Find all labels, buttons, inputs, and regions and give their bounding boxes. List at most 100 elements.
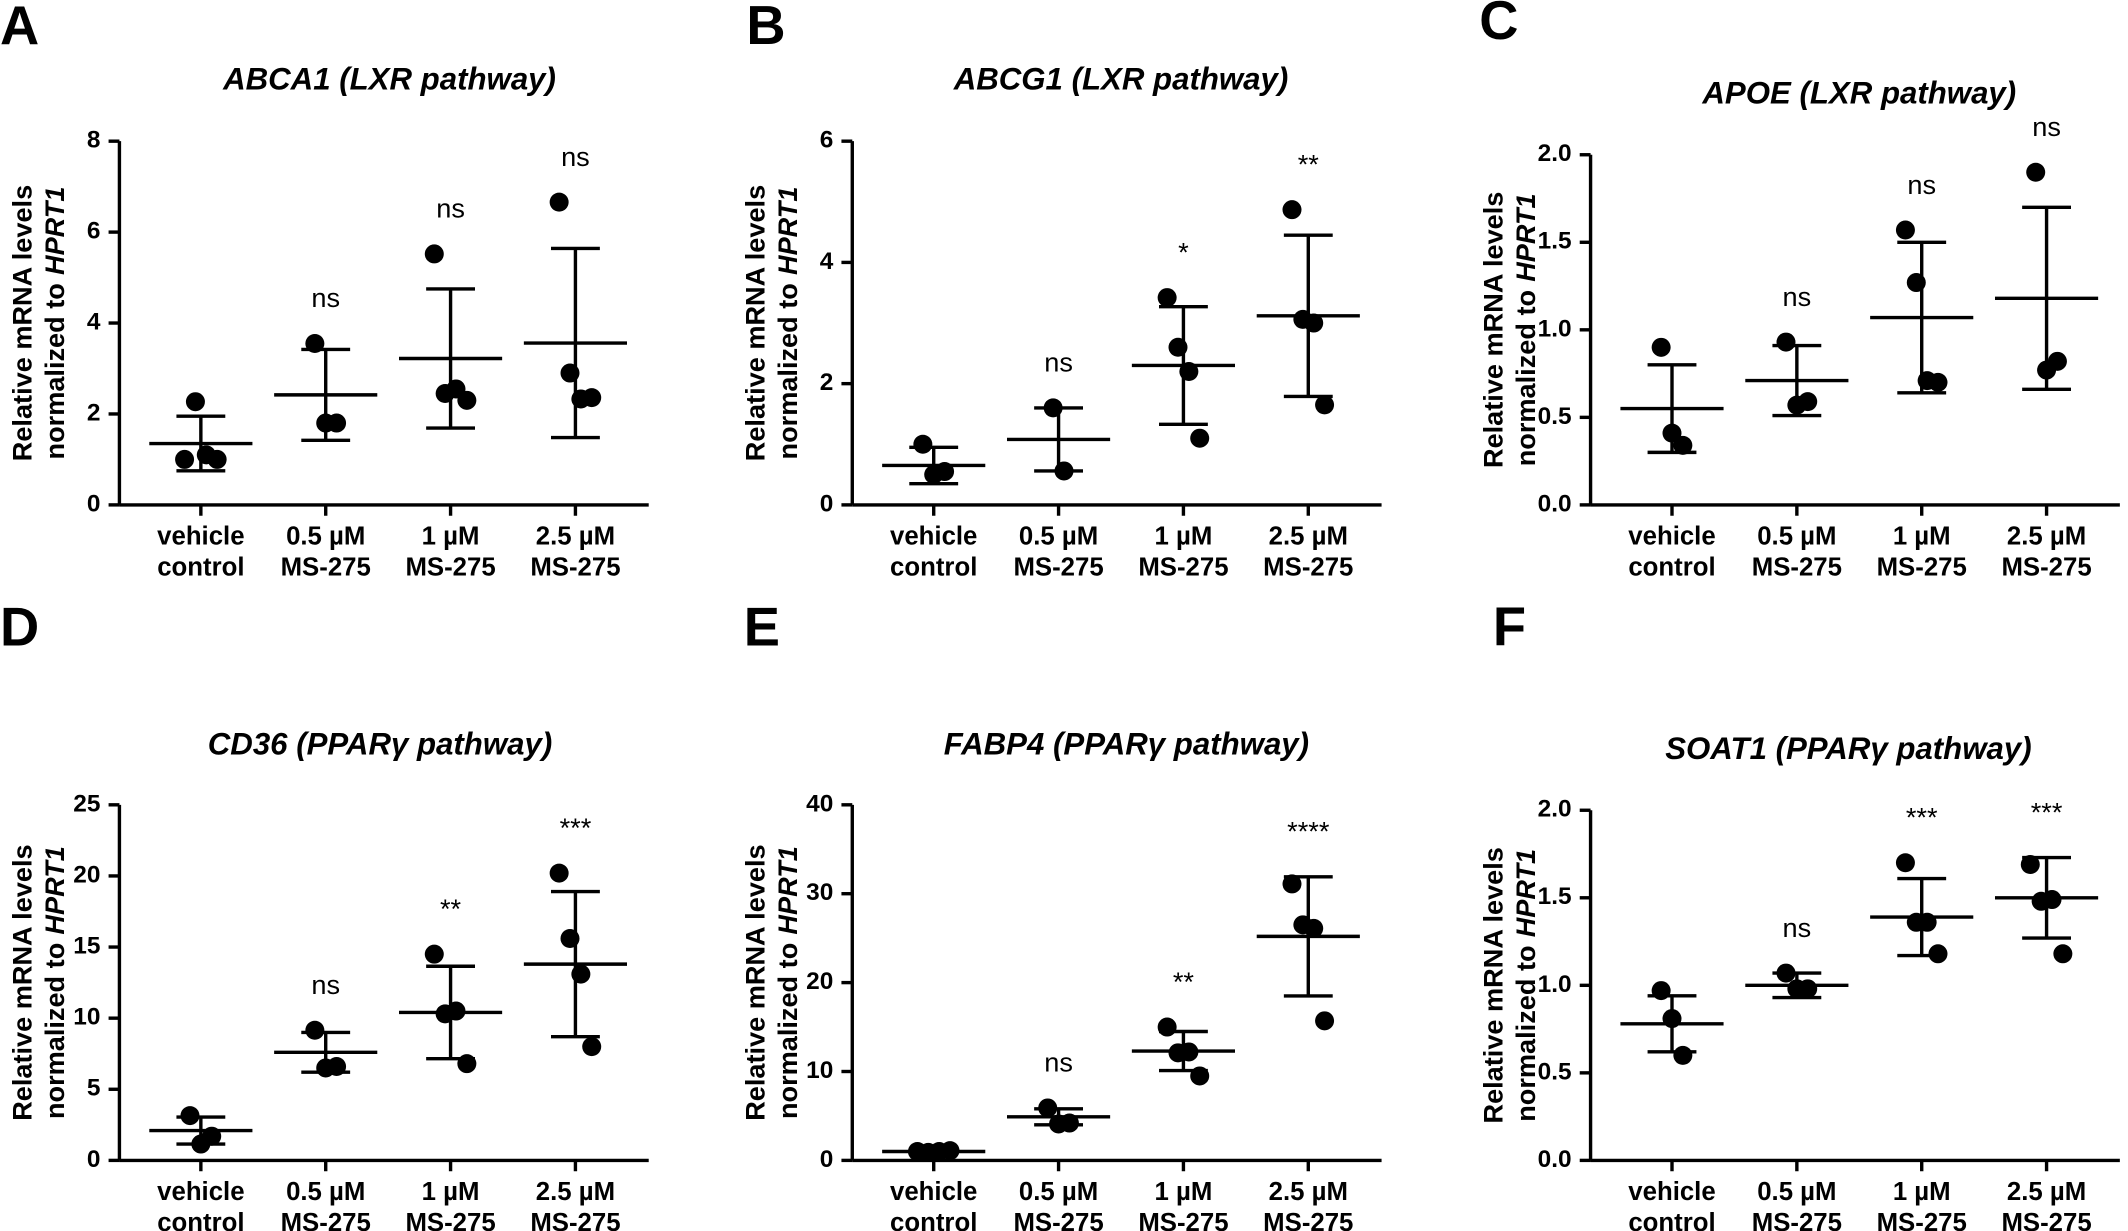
significance-label: ns: [1907, 169, 1936, 200]
panel-letter: D: [0, 596, 39, 657]
data-point: [2026, 162, 2046, 182]
x-tick-label: 2.5 µM: [2007, 1178, 2086, 1206]
error-bar: [301, 347, 351, 443]
chart-title: APOE (LXR pathway): [1701, 75, 2016, 110]
error-bar: [1159, 304, 1208, 426]
data-point: [549, 863, 569, 883]
x-tick-label: MS-275: [1263, 1209, 1353, 1231]
x-tick-label: MS-275: [2001, 1209, 2091, 1231]
y-tick-label: 0.0: [1538, 1146, 1572, 1173]
data-point: [1157, 288, 1177, 308]
x-tick-label: 1 µM: [422, 522, 480, 550]
y-tick-label: 6: [820, 127, 834, 154]
y-tick-label: 0.5: [1538, 403, 1572, 430]
significance-label: **: [1173, 966, 1195, 997]
error-bar: [551, 889, 600, 1039]
x-tick-label: MS-275: [1138, 553, 1228, 581]
data-point: [1798, 392, 1818, 412]
chart-title: CD36 (PPARγ pathway): [208, 727, 552, 762]
significance-label: ns: [436, 193, 465, 224]
error-bar: [1772, 971, 1822, 1000]
x-tick-label: MS-275: [281, 553, 371, 581]
x-tick-label: 0.5 µM: [286, 1178, 365, 1206]
error-bar: [1034, 1107, 1083, 1127]
data-point: [1651, 337, 1671, 357]
data-point: [1673, 435, 1693, 455]
x-tick-label: 2.5 µM: [536, 522, 615, 550]
x-tick-label: vehicle: [1628, 1178, 1715, 1206]
error-bar: [1283, 233, 1333, 399]
x-tick-label: vehicle: [890, 1178, 977, 1206]
y-label-line: normalized to HPRT1: [39, 187, 70, 460]
x-tick-label: MS-275: [1877, 1209, 1967, 1231]
significance-label: ns: [1783, 912, 1812, 943]
y-tick-label: 0: [820, 490, 834, 517]
significance-label: ***: [2031, 796, 2063, 827]
y-tick-label: 1.0: [1538, 971, 1572, 998]
x-tick-label: MS-275: [1263, 553, 1353, 581]
data-point: [1157, 1017, 1177, 1037]
y-tick-label: 2.0: [1538, 140, 1572, 167]
data-point: [582, 1037, 602, 1057]
x-tick-label: MS-275: [2001, 553, 2091, 581]
x-tick-label: MS-275: [530, 1209, 620, 1231]
significance-label: **: [1298, 148, 1320, 179]
significance-label: ns: [1044, 1047, 1073, 1078]
error-bar: [301, 1030, 351, 1074]
x-tick-label: control: [157, 1209, 244, 1231]
data-point: [207, 449, 227, 469]
y-tick-label: 5: [87, 1075, 101, 1102]
y-tick-label: 0.0: [1538, 490, 1572, 517]
data-point: [1776, 332, 1796, 352]
y-axis-label: Relative mRNA levelsnormalized to HPRT1: [739, 185, 803, 461]
error-bar: [2022, 855, 2071, 940]
error-bar: [909, 445, 959, 486]
data-point: [1928, 372, 1948, 392]
panel-letter: C: [1479, 0, 1518, 51]
data-point: [327, 413, 347, 433]
y-tick-label: 4: [820, 248, 834, 275]
y-label-line: Relative mRNA levels: [7, 844, 38, 1120]
y-label-gene: HPRT1: [772, 187, 803, 275]
y-tick-label: 25: [73, 790, 100, 817]
y-label-line: normalized to HPRT1: [39, 846, 70, 1119]
y-label-line: Relative mRNA levels: [739, 185, 770, 461]
x-tick-label: MS-275: [405, 1209, 495, 1231]
x-tick-label: vehicle: [1628, 522, 1715, 550]
data-point: [2053, 944, 2073, 964]
significance-label: ns: [2032, 111, 2061, 142]
data-point: [1895, 853, 1915, 873]
chart-title: ABCG1 (LXR pathway): [953, 62, 1289, 97]
error-bar: [551, 246, 600, 440]
y-label-line: Relative mRNA levels: [1478, 192, 1509, 468]
error-bar: [176, 1115, 226, 1146]
x-tick-label: control: [1628, 1209, 1715, 1231]
x-tick-label: control: [890, 553, 977, 581]
y-tick-label: 1.0: [1538, 315, 1572, 342]
x-tick-label: MS-275: [405, 553, 495, 581]
y-tick-label: 2: [87, 399, 101, 426]
y-label-line: normalized to HPRT1: [1510, 849, 1541, 1122]
x-tick-label: 0.5 µM: [286, 522, 365, 550]
x-tick-label: 1 µM: [1893, 522, 1951, 550]
data-point: [424, 244, 444, 264]
x-tick-label: MS-275: [1013, 553, 1103, 581]
x-tick-label: MS-275: [1877, 553, 1967, 581]
y-tick-label: 20: [806, 968, 833, 995]
error-bar: [1283, 875, 1333, 998]
y-label-line: Relative mRNA levels: [7, 185, 38, 461]
y-label-gene: HPRT1: [772, 846, 803, 934]
y-label-line: normalized to HPRT1: [772, 846, 803, 1119]
y-label-line: normalized to HPRT1: [772, 187, 803, 460]
y-label-gene: HPRT1: [39, 187, 70, 275]
data-point: [2047, 351, 2067, 371]
significance-label: *: [1178, 236, 1189, 267]
data-point: [913, 434, 933, 454]
data-point: [175, 449, 195, 469]
data-point: [1895, 220, 1915, 240]
x-tick-label: MS-275: [1013, 1209, 1103, 1231]
y-tick-label: 10: [806, 1057, 833, 1084]
y-label-line: Relative mRNA levels: [1478, 847, 1509, 1123]
y-label-text: normalized to: [1510, 290, 1541, 466]
